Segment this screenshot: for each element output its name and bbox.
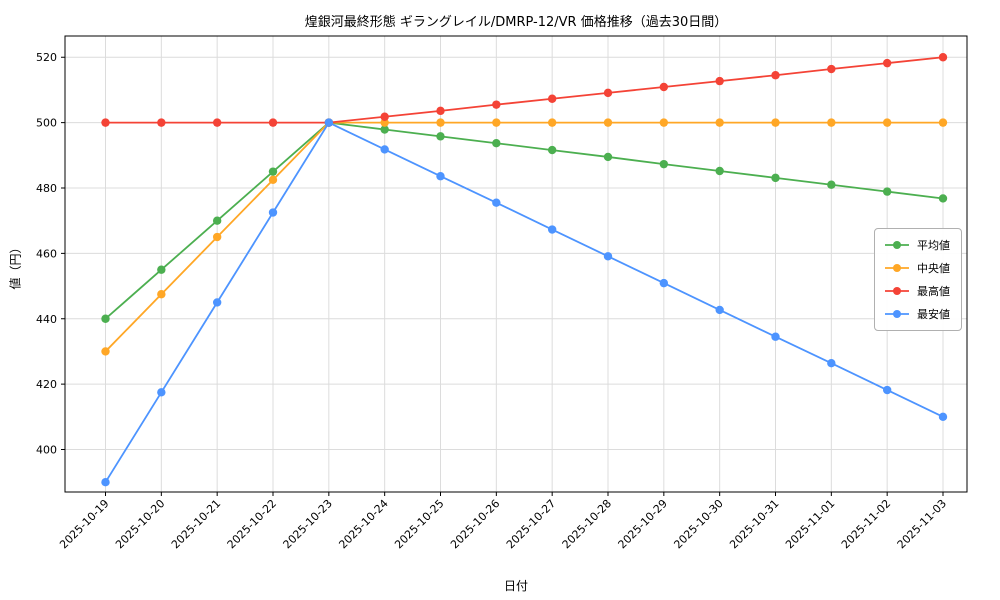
svg-text:2025-10-28: 2025-10-28 (560, 497, 614, 551)
legend-marker-icon (885, 310, 909, 318)
tick-marks (61, 56, 944, 496)
legend-label: 最高値 (917, 285, 950, 298)
legend-label: 中央値 (917, 262, 950, 275)
svg-text:520: 520 (36, 51, 57, 64)
series-median (101, 118, 948, 356)
grid-lines (65, 36, 967, 492)
legend-marker-icon (885, 287, 909, 295)
legend-label: 平均値 (917, 239, 950, 252)
svg-text:480: 480 (36, 182, 57, 195)
series-max (101, 53, 948, 127)
svg-text:2025-10-21: 2025-10-21 (169, 497, 223, 551)
chart-title: 煌銀河最終形態 ギラングレイル/DMRP-12/VR 価格推移（過去30日間） (304, 15, 728, 30)
legend-label: 最安値 (917, 308, 950, 321)
series-average (101, 118, 948, 323)
svg-text:2025-10-19: 2025-10-19 (57, 497, 111, 551)
svg-text:2025-11-02: 2025-11-02 (839, 497, 893, 551)
axes-frame (64, 35, 968, 493)
svg-text:2025-10-20: 2025-10-20 (113, 497, 167, 551)
svg-text:2025-10-30: 2025-10-30 (671, 497, 725, 551)
svg-text:400: 400 (36, 444, 57, 457)
series-min (101, 118, 948, 487)
svg-text:500: 500 (36, 117, 57, 130)
svg-text:2025-10-25: 2025-10-25 (392, 497, 446, 551)
legend-item-min: 最安値 (884, 306, 950, 322)
x-axis-label: 日付 (503, 579, 528, 593)
legend-marker-icon (885, 241, 909, 249)
legend-item-average: 平均値 (884, 237, 950, 253)
y-tick-labels: 400 420 440 460 480 500 520 (36, 51, 57, 456)
legend: 平均値中央値最高値最安値 (874, 228, 962, 331)
svg-text:2025-11-03: 2025-11-03 (895, 497, 949, 551)
svg-text:2025-10-29: 2025-10-29 (616, 497, 670, 551)
legend-item-max: 最高値 (884, 283, 950, 299)
x-tick-labels: 2025-10-19 2025-10-20 2025-10-21 2025-10-22… (57, 497, 949, 551)
svg-text:2025-10-31: 2025-10-31 (727, 497, 781, 551)
svg-text:2025-10-26: 2025-10-26 (448, 497, 502, 551)
svg-text:2025-10-27: 2025-10-27 (504, 497, 558, 551)
legend-item-median: 中央値 (884, 260, 950, 276)
svg-text:2025-11-01: 2025-11-01 (783, 497, 837, 551)
svg-text:420: 420 (36, 378, 57, 391)
svg-text:2025-10-22: 2025-10-22 (225, 497, 279, 551)
legend-marker-icon (885, 264, 909, 272)
svg-text:460: 460 (36, 247, 57, 260)
svg-text:2025-10-23: 2025-10-23 (281, 497, 335, 551)
svg-text:2025-10-24: 2025-10-24 (336, 497, 390, 551)
svg-text:440: 440 (36, 313, 57, 326)
